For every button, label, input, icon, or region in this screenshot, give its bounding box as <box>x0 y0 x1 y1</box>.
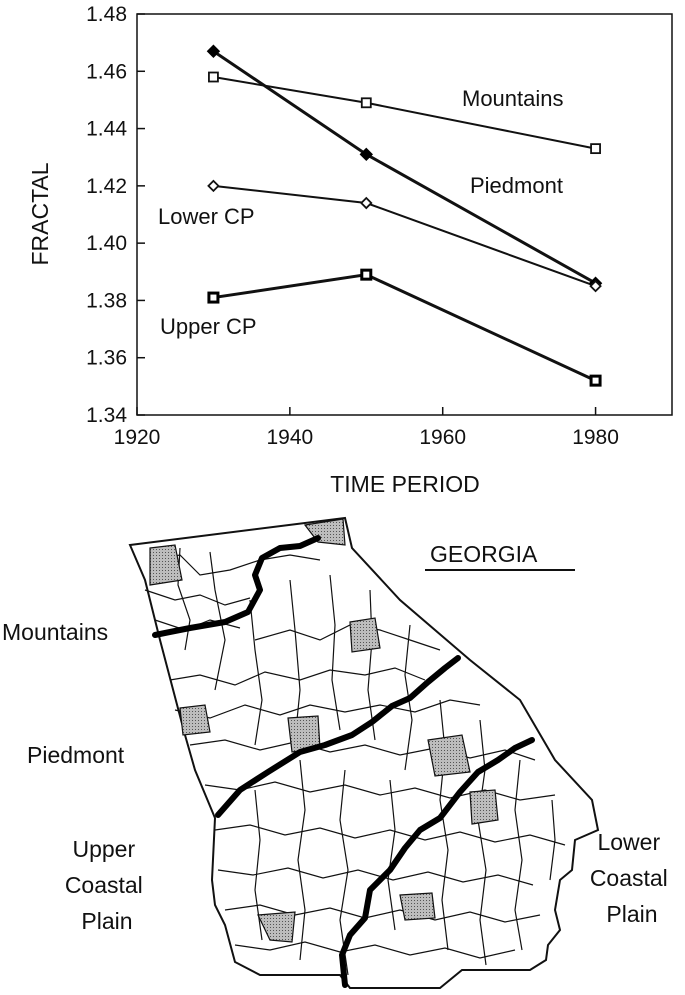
mountains-piedmont-boundary <box>152 535 321 638</box>
y-tick-label: 1.40 <box>86 232 127 255</box>
y-tick-label: 1.44 <box>86 118 127 141</box>
data-point-mountains <box>360 97 372 109</box>
x-axis-ticks: 1920 1940 1960 1980 <box>114 407 619 449</box>
lower-cp-line-1: Lower <box>597 829 660 855</box>
series-line-lower-cp <box>213 184 596 288</box>
map-title: GEORGIA <box>430 541 538 567</box>
data-point-mountains <box>590 143 601 155</box>
x-tick-label: 1980 <box>572 426 619 449</box>
lower-cp-line-3: Plain <box>606 901 657 927</box>
x-tick-label: 1940 <box>266 426 313 449</box>
y-axis-label: FRACTAL <box>27 162 53 265</box>
upper-cp-line-3: Plain <box>81 908 132 934</box>
x-tick-label: 1960 <box>419 426 466 449</box>
series-label-lower-cp: Lower CP <box>158 204 255 229</box>
series-label-upper-cp: Upper CP <box>160 314 257 339</box>
upper-lower-coastal-plain-boundary <box>339 737 535 988</box>
upper-cp-line-1: Upper <box>72 836 135 862</box>
county-boundaries <box>144 547 566 976</box>
region-label-upper-coastal-plain: Upper Coastal Plain <box>65 836 149 934</box>
region-label-lower-coastal-plain: Lower Coastal Plain <box>590 829 674 927</box>
data-point-mountains <box>208 71 219 83</box>
upper-cp-line-2: Coastal <box>65 872 143 898</box>
region-label-mountains: Mountains <box>2 619 108 645</box>
data-point-piedmont <box>359 147 373 162</box>
x-tick-label: 1920 <box>114 426 161 449</box>
series-line-upper-cp <box>213 273 597 382</box>
x-axis-label: TIME PERIOD <box>330 471 480 497</box>
region-boundaries <box>152 535 535 988</box>
plot-frame <box>136 13 673 416</box>
data-point-upper-cp <box>360 268 373 281</box>
data-point-piedmont <box>206 44 221 58</box>
y-tick-label: 1.46 <box>86 60 127 83</box>
region-label-piedmont: Piedmont <box>27 742 125 768</box>
shaded-counties <box>149 518 499 943</box>
data-point-upper-cp <box>589 374 602 387</box>
y-tick-label: 1.42 <box>86 175 127 198</box>
y-tick-label: 1.36 <box>86 347 127 370</box>
georgia-outline <box>128 516 600 989</box>
data-point-lower-cp <box>360 196 373 210</box>
series-markers <box>206 44 603 387</box>
fractal-line-chart: 1.34 1.36 1.38 1.40 1.42 1.44 1.46 1.48 1920 194… <box>27 3 673 497</box>
y-tick-label: 1.34 <box>86 404 127 427</box>
data-point-lower-cp <box>207 179 220 193</box>
series-label-piedmont: Piedmont <box>470 173 563 198</box>
series-label-mountains: Mountains <box>462 86 564 111</box>
y-tick-label: 1.38 <box>86 289 127 312</box>
data-point-upper-cp <box>207 291 220 304</box>
piedmont-coastal-plain-boundary <box>215 655 461 818</box>
y-axis-ticks: 1.34 1.36 1.38 1.40 1.42 1.44 1.46 1.48 <box>86 3 145 427</box>
data-point-lower-cp <box>589 279 602 293</box>
y-tick-label: 1.48 <box>86 3 127 26</box>
lower-cp-line-2: Coastal <box>590 865 668 891</box>
